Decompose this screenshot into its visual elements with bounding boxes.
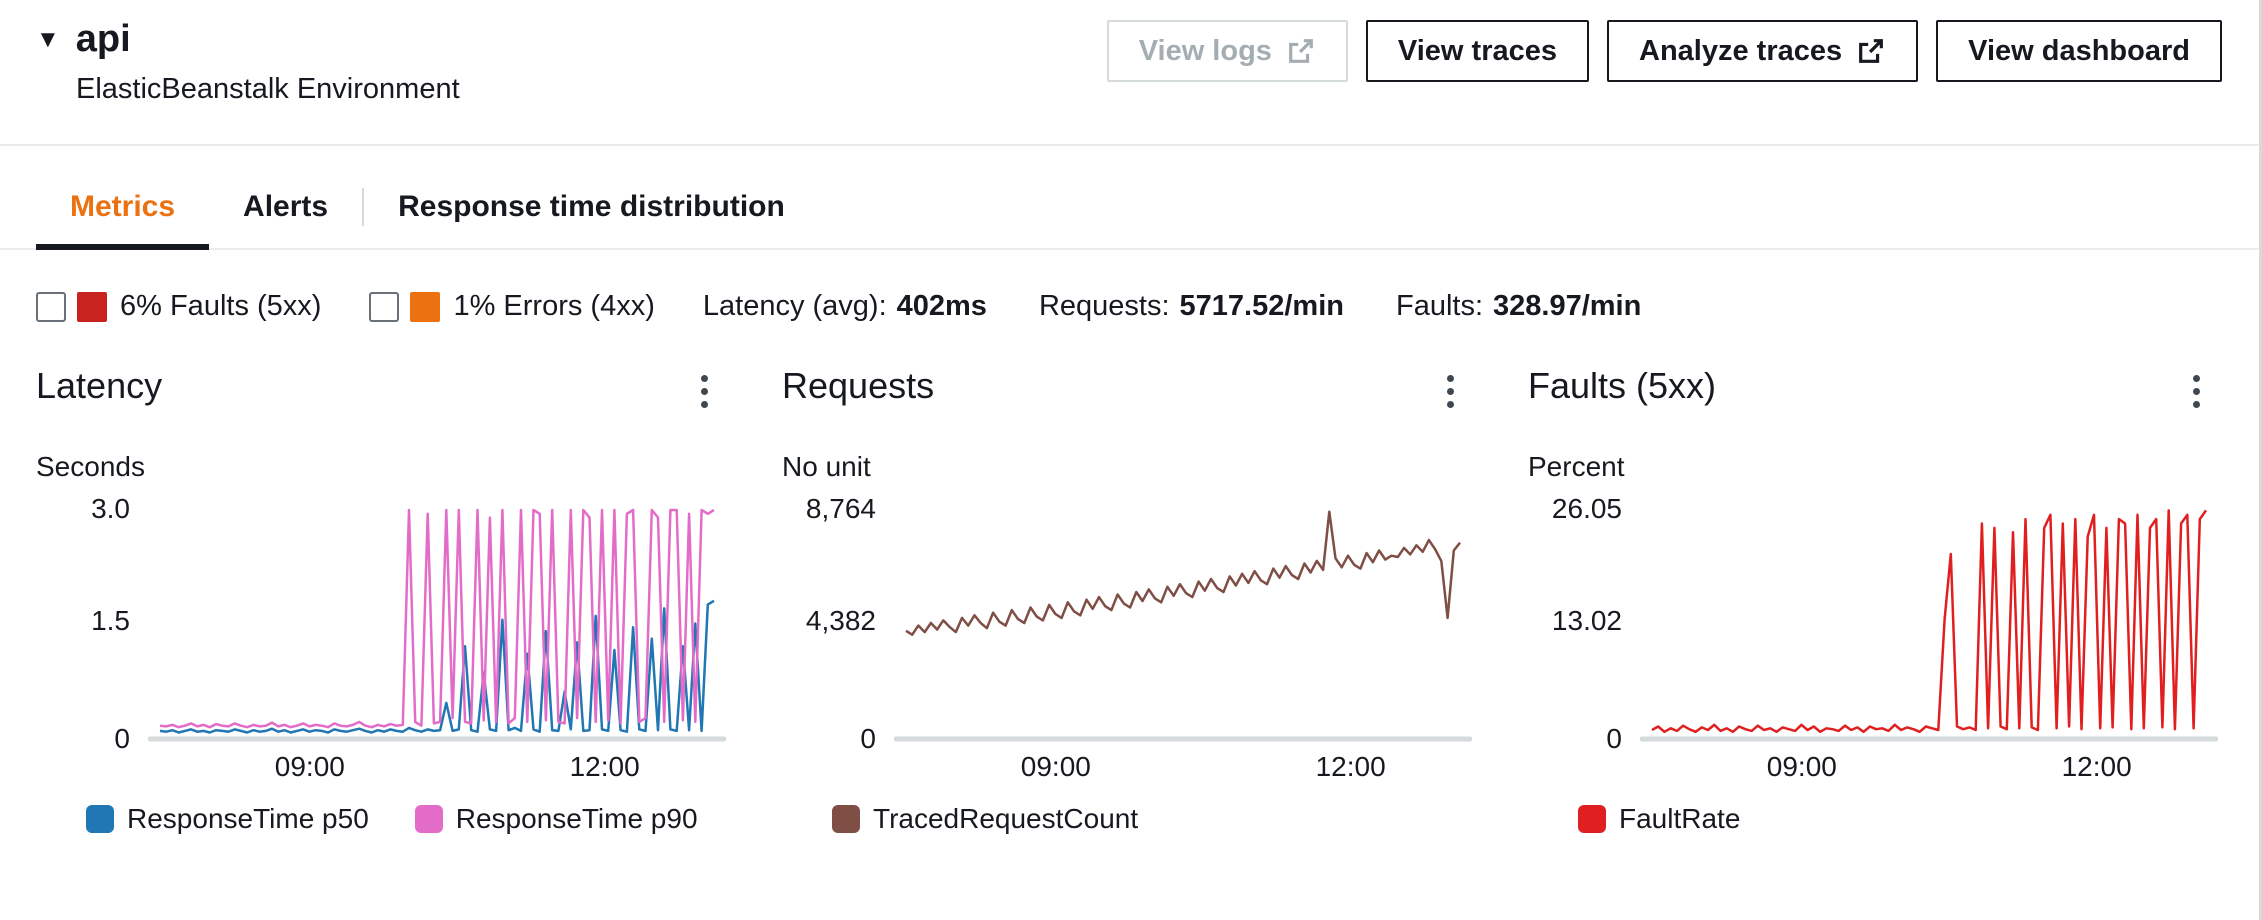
faults-stat: Faults: 328.97/min <box>1396 290 1641 323</box>
legend-item-faultrate[interactable]: FaultRate <box>1578 803 1740 835</box>
requests-stat-label: Requests: <box>1038 290 1170 322</box>
legend-swatch <box>414 805 443 833</box>
tab-metrics-label: Metrics <box>70 190 176 223</box>
faults-x-axis: 09:00 12:00 <box>1640 751 2218 789</box>
faults-chart-card: Faults (5xx) Percent 26.05 13.02 0 09:00… <box>1528 365 2218 835</box>
requests-unit-label: No unit <box>782 451 871 482</box>
requests-y-axis: 8,764 4,382 0 <box>782 493 894 754</box>
y-axis-label: 1.5 <box>91 605 130 636</box>
faults-stat-label: Faults: <box>1395 290 1484 322</box>
legend-label: TracedRequestCount <box>873 803 1139 834</box>
legend-swatch <box>1578 805 1606 833</box>
latency-stat: Latency (avg): 402ms <box>703 290 987 323</box>
tab-metrics[interactable]: Metrics <box>36 172 210 250</box>
tab-alerts[interactable]: Alerts <box>209 172 362 248</box>
legend-swatch <box>86 805 114 833</box>
header-titles: ▼ api ElasticBeanstalk Environment <box>36 18 460 106</box>
analyze-traces-button[interactable]: Analyze traces <box>1607 20 1919 82</box>
faults-chart-title: Faults (5xx) <box>1528 365 1717 406</box>
view-logs-button[interactable]: View logs <box>1106 20 1348 82</box>
legend-item-responsetime-p90[interactable]: ResponseTime p90 <box>414 803 698 835</box>
view-dashboard-label: View dashboard <box>1968 34 2190 67</box>
x-axis-label: 09:00 <box>1766 751 1837 782</box>
legend-label: FaultRate <box>1619 803 1741 834</box>
requests-x-axis: 09:00 12:00 <box>894 751 1472 789</box>
y-axis-label: 0 <box>1606 723 1622 754</box>
scrollbar[interactable] <box>2259 0 2262 920</box>
tab-response-time-distribution-label: Response time distribution <box>398 190 785 223</box>
page-title: api <box>75 18 131 60</box>
faults-stat-value: 328.97/min <box>1493 290 1642 322</box>
faults-unit-label: Percent <box>1528 451 1625 482</box>
faults-filter-label: 6% Faults (5xx) <box>120 290 322 322</box>
requests-stat: Requests: 5717.52/min <box>1039 290 1344 323</box>
faults-color-swatch <box>77 291 107 322</box>
y-axis-label: 0 <box>114 723 130 754</box>
errors-checkbox[interactable] <box>369 291 400 322</box>
requests-legend: TracedRequestCount <box>832 803 1472 835</box>
y-axis-label: 8,764 <box>805 493 876 524</box>
x-axis-label: 12:00 <box>2061 751 2132 782</box>
requests-plot[interactable] <box>894 503 1472 743</box>
latency-plot[interactable] <box>148 503 726 743</box>
requests-chart-title: Requests <box>782 365 935 406</box>
tab-response-time-distribution[interactable]: Response time distribution <box>364 172 819 248</box>
faults-legend: FaultRate <box>1578 803 2218 835</box>
faults-checkbox[interactable] <box>36 291 66 322</box>
errors-filter-label: 1% Errors (4xx) <box>453 290 655 322</box>
latency-chart-title: Latency <box>36 365 163 406</box>
y-axis-label: 0 <box>860 723 876 754</box>
x-axis-label: 12:00 <box>569 751 640 782</box>
requests-stat-value: 5717.52/min <box>1179 290 1344 322</box>
faults-chart-menu-button[interactable] <box>2174 365 2218 417</box>
requests-chart-menu-button[interactable] <box>1428 365 1472 417</box>
tab-bar: Metrics Alerts Response time distributio… <box>0 172 2262 250</box>
latency-unit-label: Seconds <box>36 451 145 482</box>
view-traces-label: View traces <box>1397 34 1557 67</box>
header-actions: View logs View traces Analyze traces Vie… <box>1106 20 2222 82</box>
analyze-traces-label: Analyze traces <box>1639 34 1843 67</box>
legend-label: ResponseTime p50 <box>127 803 369 834</box>
y-axis-label: 13.02 <box>1551 605 1622 636</box>
summary-bar: 6% Faults (5xx) 1% Errors (4xx) Latency … <box>0 290 2262 323</box>
legend-item-responsetime-p50[interactable]: ResponseTime p50 <box>86 803 369 835</box>
view-traces-button[interactable]: View traces <box>1365 20 1589 82</box>
legend-label: ResponseTime p90 <box>455 803 698 834</box>
y-axis-label: 3.0 <box>91 493 130 524</box>
errors-filter: 1% Errors (4xx) <box>369 290 655 323</box>
latency-stat-value: 402ms <box>896 290 987 322</box>
view-dashboard-button[interactable]: View dashboard <box>1936 20 2222 82</box>
latency-x-axis: 09:00 12:00 <box>148 751 726 789</box>
page-subtitle: ElasticBeanstalk Environment <box>76 73 460 105</box>
x-axis-label: 09:00 <box>274 751 345 782</box>
faults-y-axis: 26.05 13.02 0 <box>1528 493 1640 754</box>
latency-chart-menu-button[interactable] <box>682 365 726 417</box>
charts-row: Latency Seconds 3.0 1.5 0 09:00 12:00 Re <box>0 365 2262 835</box>
legend-swatch <box>832 805 860 833</box>
external-link-icon <box>1859 39 1884 63</box>
y-axis-label: 26.05 <box>1551 493 1622 524</box>
collapse-caret-icon[interactable]: ▼ <box>36 25 60 53</box>
y-axis-label: 4,382 <box>805 605 876 636</box>
header: ▼ api ElasticBeanstalk Environment View … <box>0 0 2262 146</box>
external-link-icon <box>1289 39 1313 63</box>
latency-chart-card: Latency Seconds 3.0 1.5 0 09:00 12:00 Re <box>36 365 726 835</box>
x-axis-label: 09:00 <box>1020 751 1091 782</box>
legend-item-tracedrequestcount[interactable]: TracedRequestCount <box>832 803 1138 835</box>
faults-filter: 6% Faults (5xx) <box>36 290 321 323</box>
latency-stat-label: Latency (avg): <box>702 290 887 322</box>
x-axis-label: 12:00 <box>1315 751 1386 782</box>
tab-alerts-label: Alerts <box>243 190 329 223</box>
requests-chart-card: Requests No unit 8,764 4,382 0 09:00 12:… <box>782 365 1472 835</box>
view-logs-label: View logs <box>1138 34 1272 67</box>
faults-plot[interactable] <box>1640 503 2218 743</box>
tab-divider <box>362 188 365 226</box>
errors-color-swatch <box>410 291 441 322</box>
latency-y-axis: 3.0 1.5 0 <box>36 493 148 754</box>
latency-legend: ResponseTime p50 ResponseTime p90 <box>86 803 726 835</box>
